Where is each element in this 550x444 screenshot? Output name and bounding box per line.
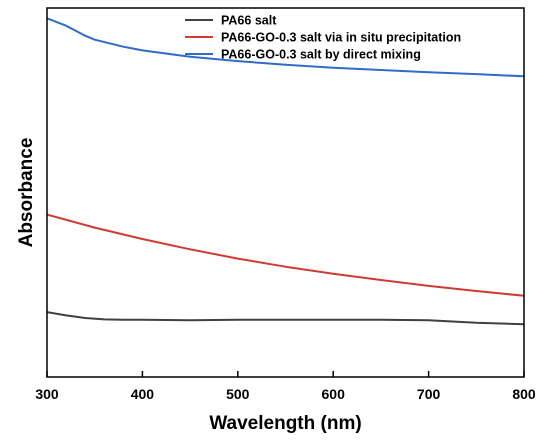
y-axis-title: Absorbance bbox=[16, 138, 37, 248]
plot-area bbox=[47, 17, 524, 326]
legend: PA66 salt PA66-GO-0.3 salt via in situ pr… bbox=[185, 14, 461, 62]
x-axis-title: Wavelength (nm) bbox=[209, 413, 361, 434]
legend-label-2: PA66-GO-0.3 salt via in situ precipitati… bbox=[221, 31, 461, 45]
plot-frame bbox=[46, 7, 525, 378]
x-tick-label: 400 bbox=[131, 386, 155, 402]
x-tick-label: 600 bbox=[322, 386, 346, 402]
x-tick-label: 800 bbox=[512, 386, 536, 402]
x-axis-ticks: 300 400 500 600 700 800 bbox=[35, 371, 536, 402]
x-tick-label: 300 bbox=[35, 386, 59, 402]
legend-label-3: PA66-GO-0.3 salt by direct mixing bbox=[221, 48, 421, 62]
x-tick-label: 500 bbox=[226, 386, 250, 402]
legend-label-1: PA66 salt bbox=[221, 14, 277, 28]
series-line-2 bbox=[47, 213, 524, 297]
x-tick-label: 700 bbox=[417, 386, 441, 402]
series-line-1 bbox=[47, 311, 524, 326]
series-line-3 bbox=[47, 17, 524, 78]
axes bbox=[46, 7, 525, 378]
